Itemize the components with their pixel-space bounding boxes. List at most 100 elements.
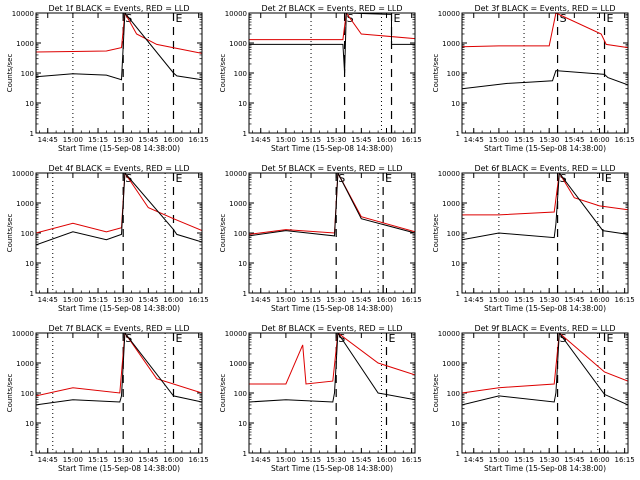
x-tick-label: 15:30 (326, 456, 346, 464)
end-marker-label: E (388, 332, 395, 345)
panel-title: Det 9f BLACK = Events, RED = LLD (474, 324, 615, 333)
events-series-line (462, 70, 628, 90)
y-tick-label: 1000 (229, 40, 247, 48)
x-tick-label: 15:30 (539, 136, 559, 144)
y-tick-label: 10 (238, 260, 247, 268)
y-tick-label: 100 (21, 390, 34, 398)
y-tick-label: 10 (25, 420, 34, 428)
x-tick-label: 16:15 (189, 456, 209, 464)
events-series-line (462, 173, 628, 241)
x-axis-label: Start Time (15-Sep-08 14:38:00) (58, 144, 180, 153)
end-marker-label: E (394, 12, 401, 25)
start-marker-label: S (560, 12, 567, 25)
x-tick-label: 16:15 (402, 136, 422, 144)
x-tick-label: 15:45 (564, 136, 584, 144)
y-tick-label: 10 (25, 260, 34, 268)
detector-panel-2: Det 2f BLACK = Events, RED = LLD 1 10 100 10… (219, 4, 422, 153)
x-tick-label: 16:00 (589, 136, 609, 144)
plot-frame (461, 332, 629, 454)
panel-title: Det 4f BLACK = Events, RED = LLD (48, 164, 189, 173)
events-series-line (462, 333, 628, 406)
x-tick-label: 14:45 (38, 296, 58, 304)
x-tick-label: 15:00 (489, 136, 509, 144)
x-tick-label: 15:45 (351, 456, 371, 464)
plot-frame (35, 332, 203, 454)
lld-series-line (249, 13, 415, 41)
detector-panel-6: Det 6f BLACK = Events, RED = LLD 1 10 100 10… (432, 164, 635, 313)
panel-title: Det 2f BLACK = Events, RED = LLD (261, 4, 402, 13)
x-tick-label: 14:45 (464, 456, 484, 464)
y-tick-label: 1000 (16, 200, 34, 208)
y-axis-label: Counts/sec (219, 374, 227, 413)
events-series-line (36, 173, 202, 246)
end-marker-label: E (607, 12, 614, 25)
detector-panel-4: Det 4f BLACK = Events, RED = LLD 1 10 100 10… (6, 164, 209, 313)
x-axis-label: Start Time (15-Sep-08 14:38:00) (484, 144, 606, 153)
x-tick-label: 15:15 (88, 456, 108, 464)
x-tick-label: 15:15 (514, 456, 534, 464)
y-tick-label: 10000 (438, 10, 460, 18)
x-axis-label: Start Time (15-Sep-08 14:38:00) (484, 304, 606, 313)
x-tick-label: 16:15 (615, 296, 635, 304)
y-tick-label: 100 (21, 230, 34, 238)
x-tick-label: 15:45 (138, 456, 158, 464)
end-marker-label: E (607, 332, 614, 345)
y-tick-label: 100 (447, 390, 460, 398)
x-tick-label: 16:15 (189, 296, 209, 304)
x-tick-label: 15:30 (326, 136, 346, 144)
y-axis-label: Counts/sec (6, 214, 14, 253)
y-tick-label: 1000 (16, 40, 34, 48)
y-tick-label: 1 (243, 290, 247, 298)
y-tick-label: 10000 (225, 170, 247, 178)
x-tick-label: 15:00 (63, 296, 83, 304)
end-marker-label: E (175, 172, 182, 185)
x-tick-label: 16:00 (589, 296, 609, 304)
x-tick-label: 14:45 (251, 296, 271, 304)
x-tick-label: 16:00 (376, 136, 396, 144)
plot-frame (248, 12, 416, 134)
plot-frame (461, 172, 629, 294)
detector-panel-7: Det 7f BLACK = Events, RED = LLD 1 10 100 10… (6, 324, 209, 473)
y-tick-label: 10000 (12, 330, 34, 338)
x-tick-label: 16:00 (163, 136, 183, 144)
y-tick-label: 1 (456, 290, 460, 298)
x-axis-label: Start Time (15-Sep-08 14:38:00) (271, 304, 393, 313)
panel-title: Det 6f BLACK = Events, RED = LLD (474, 164, 615, 173)
plot-frame (35, 172, 203, 294)
x-tick-label: 16:00 (589, 456, 609, 464)
x-tick-label: 16:15 (615, 136, 635, 144)
x-tick-label: 15:15 (301, 136, 321, 144)
x-tick-label: 15:15 (301, 296, 321, 304)
x-tick-label: 15:00 (276, 136, 296, 144)
x-tick-label: 15:15 (514, 136, 534, 144)
events-series-line (36, 13, 202, 81)
y-tick-label: 100 (234, 70, 247, 78)
x-tick-label: 15:00 (276, 296, 296, 304)
plot-frame (461, 12, 629, 134)
x-tick-label: 15:45 (564, 456, 584, 464)
x-tick-label: 15:00 (63, 456, 83, 464)
x-tick-label: 16:00 (163, 296, 183, 304)
x-axis-label: Start Time (15-Sep-08 14:38:00) (271, 464, 393, 473)
y-tick-label: 10000 (225, 330, 247, 338)
end-marker-label: E (605, 172, 612, 185)
y-tick-label: 100 (234, 390, 247, 398)
panel-title: Det 5f BLACK = Events, RED = LLD (261, 164, 402, 173)
x-tick-label: 14:45 (464, 136, 484, 144)
x-tick-label: 15:15 (88, 136, 108, 144)
y-tick-label: 10 (451, 100, 460, 108)
x-tick-label: 14:45 (464, 296, 484, 304)
lld-series-line (36, 13, 202, 54)
detector-panel-3: Det 3f BLACK = Events, RED = LLD 1 10 100 10… (432, 4, 635, 153)
x-tick-label: 15:30 (326, 296, 346, 304)
detector-panel-5: Det 5f BLACK = Events, RED = LLD 1 10 100 10… (219, 164, 422, 313)
y-tick-label: 100 (234, 230, 247, 238)
lld-series-line (462, 333, 628, 394)
y-tick-label: 10000 (438, 330, 460, 338)
y-tick-label: 1000 (229, 200, 247, 208)
panel-title: Det 3f BLACK = Events, RED = LLD (474, 4, 615, 13)
y-axis-label: Counts/sec (432, 214, 440, 253)
y-tick-label: 1000 (229, 360, 247, 368)
y-tick-label: 1000 (442, 200, 460, 208)
